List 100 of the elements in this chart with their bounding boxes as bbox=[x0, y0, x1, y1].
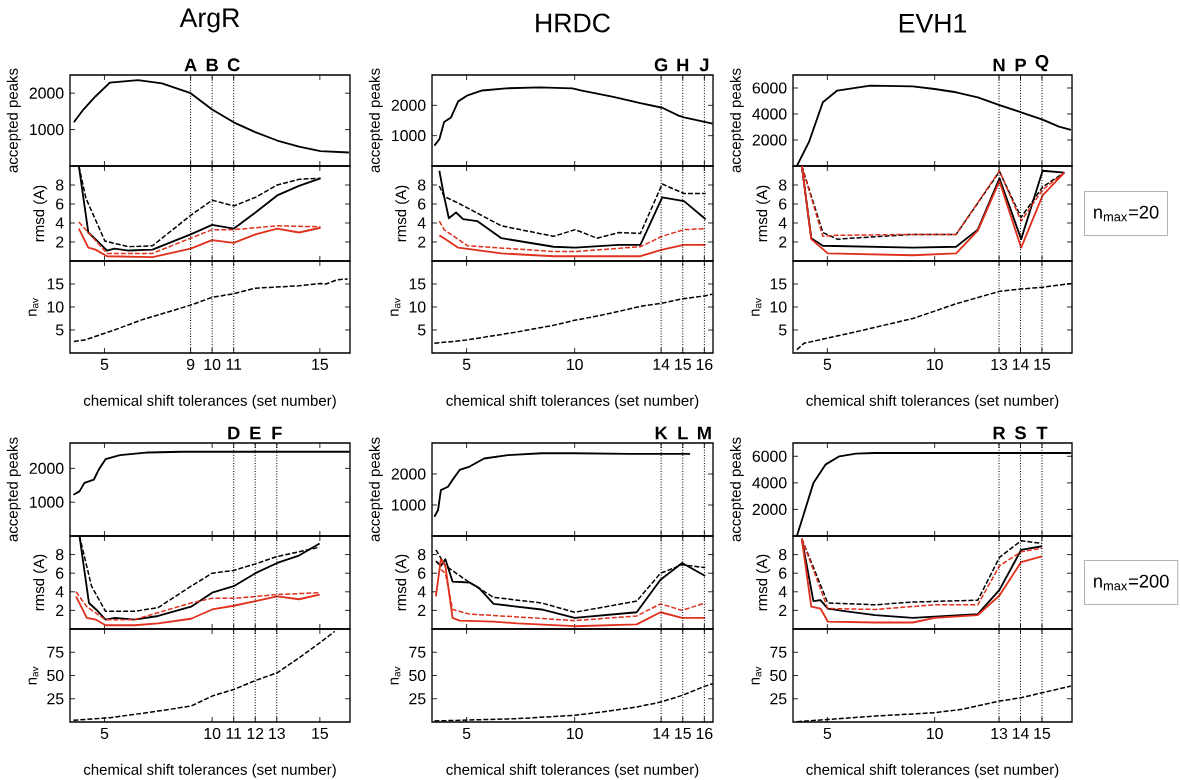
x-axis-title: chemical shift tolerances (set number) bbox=[446, 394, 699, 409]
y-tick-label: 15 bbox=[770, 278, 787, 290]
y-axis-title: rmsd (A) bbox=[33, 185, 48, 242]
y-axis-title: n$_{av}$ bbox=[390, 666, 401, 685]
y-axis-title: rmsd (A) bbox=[33, 554, 48, 611]
text: n$_{max}$=20 bbox=[1094, 205, 1159, 222]
ref-line-label: M bbox=[697, 426, 711, 440]
y-tick-label: 75 bbox=[770, 646, 787, 658]
x-tick-label: 15 bbox=[1034, 358, 1051, 370]
y-tick-label: 2000 bbox=[391, 99, 426, 111]
x-tick-label: 10 bbox=[204, 358, 221, 371]
y-tick-label: 8 bbox=[417, 548, 426, 561]
x-tick-label: 11 bbox=[226, 358, 242, 370]
y-tick-label: 2000 bbox=[29, 462, 64, 474]
y-tick-label: 10 bbox=[409, 301, 426, 313]
y-tick-label: 15 bbox=[47, 278, 64, 290]
ref-line-label: L bbox=[678, 426, 688, 440]
ref-line-label: G bbox=[654, 58, 668, 72]
x-tick-label: 14 bbox=[1012, 727, 1029, 739]
y-tick-label: 4 bbox=[417, 586, 426, 598]
y-tick-label: 4 bbox=[55, 217, 64, 229]
y-axis-title: accepted peaks bbox=[6, 68, 21, 173]
x-tick-label: 16 bbox=[696, 358, 713, 371]
x-axis-title: chemical shift tolerances (set number) bbox=[806, 763, 1059, 778]
ref-line-label: P bbox=[1015, 58, 1026, 72]
y-tick-label: 2 bbox=[56, 236, 64, 248]
x-axis-title: chemical shift tolerances (set number) bbox=[83, 763, 336, 778]
y-tick-label: 4000 bbox=[752, 108, 787, 120]
y-tick-label: 8 bbox=[55, 179, 64, 191]
ref-line-label: D bbox=[228, 426, 240, 440]
y-axis-title: rmsd (A) bbox=[395, 185, 410, 242]
ref-line-label: B bbox=[206, 58, 218, 72]
y-tick-label: 8 bbox=[779, 548, 787, 561]
ref-line-label: T bbox=[1036, 426, 1048, 440]
y-axis-title: n$_{av}$ bbox=[751, 666, 762, 685]
y-axis-title: rmsd (A) bbox=[756, 554, 771, 611]
y-tick-label: 50 bbox=[409, 669, 426, 682]
y-tick-label: 4 bbox=[778, 217, 787, 229]
y-tick-label: 5 bbox=[417, 324, 426, 336]
y-tick-label: 5 bbox=[778, 324, 787, 336]
x-tick-label: 14 bbox=[653, 727, 670, 739]
y-tick-label: 8 bbox=[779, 179, 787, 191]
chart-title: ArgR bbox=[179, 8, 240, 33]
ref-line-label: N bbox=[993, 58, 1005, 72]
x-tick-label: 10 bbox=[567, 727, 583, 740]
x-tick-label: 14 bbox=[653, 358, 670, 370]
y-axis-title: accepted peaks bbox=[368, 437, 383, 542]
y-tick-label: 75 bbox=[47, 646, 64, 658]
y-tick-label: 6 bbox=[56, 567, 64, 579]
y-tick-label: 1000 bbox=[30, 496, 64, 508]
x-tick-label: 5 bbox=[462, 358, 471, 370]
y-axis-title: accepted peaks bbox=[6, 437, 21, 542]
y-tick-label: 2 bbox=[779, 604, 787, 616]
x-tick-label: 13 bbox=[269, 727, 285, 740]
ref-line-label: Q bbox=[1035, 54, 1049, 72]
x-tick-label: 14 bbox=[1012, 358, 1029, 370]
x-tick-label: 5 bbox=[100, 358, 109, 370]
x-tick-label: 12 bbox=[247, 727, 264, 739]
y-axis-title: rmsd (A) bbox=[395, 554, 410, 611]
y-tick-label: 25 bbox=[770, 693, 787, 705]
y-tick-label: 2 bbox=[56, 604, 64, 616]
y-tick-label: 25 bbox=[409, 693, 426, 705]
chart-title: EVH1 bbox=[899, 14, 967, 33]
x-axis-title: chemical shift tolerances (set number) bbox=[83, 394, 336, 409]
y-tick-label: 6 bbox=[418, 198, 426, 210]
y-tick-label: 8 bbox=[55, 548, 64, 561]
y-tick-label: 4 bbox=[778, 586, 787, 598]
y-tick-label: 6000 bbox=[752, 450, 787, 462]
y-tick-label: 25 bbox=[47, 693, 64, 705]
y-tick-label: 2000 bbox=[391, 468, 426, 480]
y-tick-label: 15 bbox=[409, 278, 426, 290]
y-tick-label: 4000 bbox=[752, 477, 787, 489]
x-axis-title: chemical shift tolerances (set number) bbox=[806, 394, 1059, 409]
x-tick-label: 5 bbox=[823, 358, 832, 370]
y-axis-title: n$_{av}$ bbox=[390, 297, 401, 316]
y-axis-title: n$_{av}$ bbox=[751, 297, 762, 316]
y-tick-label: 6000 bbox=[752, 82, 787, 94]
y-tick-label: 1000 bbox=[392, 130, 426, 142]
ref-line-label: E bbox=[250, 426, 261, 440]
x-tick-label: 13 bbox=[991, 727, 1008, 740]
x-tick-label: 11 bbox=[226, 727, 242, 739]
y-tick-label: 6 bbox=[418, 567, 426, 579]
y-tick-label: 1000 bbox=[30, 123, 64, 136]
y-axis-title: n$_{av}$ bbox=[28, 297, 39, 316]
x-tick-label: 5 bbox=[462, 727, 471, 739]
ref-line-label: F bbox=[272, 426, 282, 440]
y-tick-label: 5 bbox=[55, 324, 64, 336]
y-tick-label: 2000 bbox=[29, 87, 64, 99]
ref-line-label: C bbox=[227, 58, 240, 72]
y-tick-label: 2000 bbox=[752, 134, 787, 146]
x-tick-label: 5 bbox=[100, 727, 109, 739]
x-tick-label: 10 bbox=[204, 727, 221, 740]
text: n$_{max}$=200 bbox=[1094, 574, 1169, 591]
y-axis-title: accepted peaks bbox=[729, 437, 744, 542]
x-tick-label: 13 bbox=[991, 358, 1008, 371]
y-tick-label: 8 bbox=[417, 179, 426, 191]
y-tick-label: 50 bbox=[47, 669, 64, 682]
y-tick-label: 1000 bbox=[392, 499, 426, 511]
y-axis-title: accepted peaks bbox=[729, 68, 744, 173]
y-tick-label: 10 bbox=[770, 301, 787, 313]
